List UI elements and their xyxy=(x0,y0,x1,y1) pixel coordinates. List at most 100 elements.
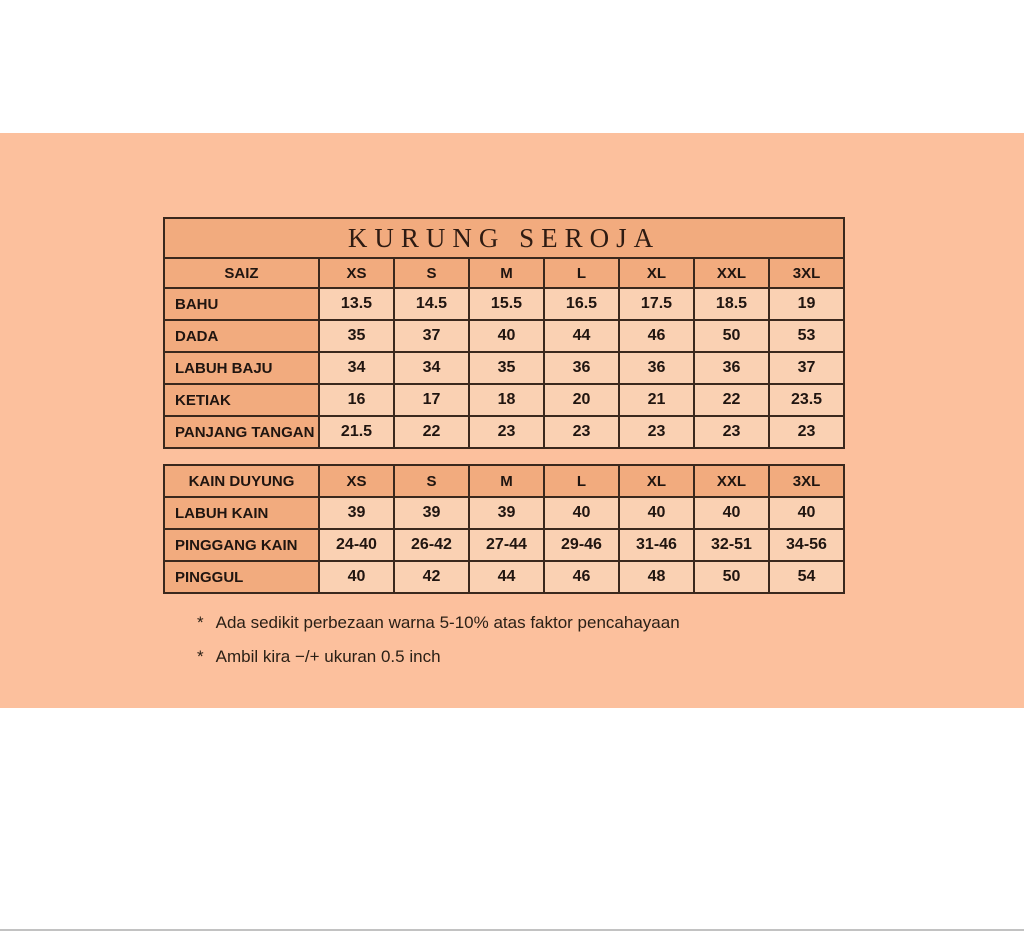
measurement-value: 16 xyxy=(318,383,395,417)
footnote-line: * Ambil kira −/+ ukuran 0.5 inch xyxy=(197,646,680,667)
size-column-header: 3XL xyxy=(767,257,846,289)
table-row: DADA 35 37 40 44 46 50 53 xyxy=(163,319,846,353)
measurement-value: 17 xyxy=(393,383,470,417)
size-column-header: XL xyxy=(618,464,695,498)
measurement-value: 16.5 xyxy=(543,287,620,321)
measurement-value: 42 xyxy=(393,560,470,594)
measurement-value: 36 xyxy=(543,351,620,385)
table-row: PANJANG TANGAN 21.5 22 23 23 23 23 23 xyxy=(163,415,846,449)
measurement-value: 53 xyxy=(767,319,846,353)
chart-title: KURUNG SEROJA xyxy=(162,217,846,259)
measurement-value: 39 xyxy=(318,496,395,530)
measurement-value: 17.5 xyxy=(618,287,695,321)
measurement-value: 31-46 xyxy=(618,528,695,562)
measurement-value: 34 xyxy=(393,351,470,385)
size-table-baju: KURUNG SEROJA SAIZ XS S M L XL XXL 3XL BAHU 13.5 14… xyxy=(162,217,846,449)
measurement-value: 40 xyxy=(543,496,620,530)
table-row: PINGGANG KAIN 24-40 26-42 27-44 29-46 31-46 32… xyxy=(163,528,845,562)
measurement-value: 15.5 xyxy=(468,287,545,321)
table-row: BAHU 13.5 14.5 15.5 16.5 17.5 18.5 19 xyxy=(163,287,846,321)
measurement-value: 44 xyxy=(543,319,620,353)
size-column-header: XL xyxy=(618,257,695,289)
row-header-label: SAIZ xyxy=(163,257,320,289)
table-row: PINGGUL 40 42 44 46 48 50 54 xyxy=(163,560,845,594)
measurement-label: PINGGANG KAIN xyxy=(163,528,320,562)
footnote-text: Ambil kira −/+ ukuran 0.5 inch xyxy=(215,647,441,666)
size-column-header: S xyxy=(393,257,470,289)
measurement-value: 36 xyxy=(693,351,770,385)
size-table-kain-duyung: KAIN DUYUNG XS S M L XL XXL 3XL LABUH KAIN 39 39 39… xyxy=(163,464,845,594)
measurement-value: 36 xyxy=(618,351,695,385)
size-column-header: S xyxy=(393,464,470,498)
measurement-value: 54 xyxy=(768,560,845,594)
size-column-header: XS xyxy=(318,257,395,289)
measurement-value: 35 xyxy=(318,319,395,353)
measurement-value: 37 xyxy=(393,319,470,353)
size-column-header: 3XL xyxy=(768,464,845,498)
measurement-value: 18.5 xyxy=(693,287,770,321)
measurement-value: 35 xyxy=(468,351,545,385)
asterisk-bullet: * xyxy=(197,647,204,666)
size-column-header: M xyxy=(468,257,545,289)
size-column-header: L xyxy=(543,257,620,289)
footnote-line: * Ada sedikit perbezaan warna 5-10% atas … xyxy=(197,612,680,633)
measurement-label: LABUH BAJU xyxy=(163,351,320,385)
size-column-header: XXL xyxy=(693,257,770,289)
bottom-divider xyxy=(0,929,1024,931)
measurement-value: 23.5 xyxy=(767,383,846,417)
measurement-value: 26-42 xyxy=(393,528,470,562)
measurement-value: 14.5 xyxy=(393,287,470,321)
footnote-text: Ada sedikit perbezaan warna 5-10% atas f… xyxy=(215,613,680,632)
measurement-value: 23 xyxy=(767,415,846,449)
measurement-value: 40 xyxy=(318,560,395,594)
measurement-value: 40 xyxy=(618,496,695,530)
measurement-value: 44 xyxy=(468,560,545,594)
size-column-header: M xyxy=(468,464,545,498)
measurement-value: 46 xyxy=(543,560,620,594)
measurement-value: 27-44 xyxy=(468,528,545,562)
measurement-value: 22 xyxy=(693,383,770,417)
measurement-value: 50 xyxy=(693,319,770,353)
measurement-value: 40 xyxy=(693,496,770,530)
measurement-value: 13.5 xyxy=(318,287,395,321)
header-row: SAIZ XS S M L XL XXL 3XL xyxy=(163,257,846,289)
measurement-value: 37 xyxy=(767,351,846,385)
measurement-value: 32-51 xyxy=(693,528,770,562)
footnotes: * Ada sedikit perbezaan warna 5-10% atas … xyxy=(197,612,680,680)
size-column-header: XS xyxy=(318,464,395,498)
measurement-value: 39 xyxy=(393,496,470,530)
measurement-value: 21 xyxy=(618,383,695,417)
measurement-value: 48 xyxy=(618,560,695,594)
measurement-value: 50 xyxy=(693,560,770,594)
measurement-value: 40 xyxy=(468,319,545,353)
measurement-label: PINGGUL xyxy=(163,560,320,594)
measurement-value: 23 xyxy=(468,415,545,449)
measurement-value: 23 xyxy=(543,415,620,449)
measurement-value: 18 xyxy=(468,383,545,417)
table-row: LABUH BAJU 34 34 35 36 36 36 37 xyxy=(163,351,846,385)
measurement-value: 19 xyxy=(767,287,846,321)
measurement-value: 34-56 xyxy=(768,528,845,562)
measurement-label: DADA xyxy=(163,319,320,353)
size-column-header: XXL xyxy=(693,464,770,498)
measurement-value: 29-46 xyxy=(543,528,620,562)
measurement-value: 40 xyxy=(768,496,845,530)
measurement-value: 20 xyxy=(543,383,620,417)
measurement-value: 34 xyxy=(318,351,395,385)
table-row: KETIAK 16 17 18 20 21 22 23.5 xyxy=(163,383,846,417)
measurement-value: 46 xyxy=(618,319,695,353)
measurement-value: 39 xyxy=(468,496,545,530)
measurement-label: BAHU xyxy=(163,287,320,321)
row-header-label: KAIN DUYUNG xyxy=(163,464,320,498)
measurement-value: 23 xyxy=(693,415,770,449)
measurement-value: 23 xyxy=(618,415,695,449)
measurement-value: 21.5 xyxy=(318,415,395,449)
measurement-label: PANJANG TANGAN xyxy=(163,415,320,449)
title-row: KURUNG SEROJA xyxy=(162,217,846,259)
asterisk-bullet: * xyxy=(197,613,204,632)
measurement-label: LABUH KAIN xyxy=(163,496,320,530)
table-row: LABUH KAIN 39 39 39 40 40 40 40 xyxy=(163,496,845,530)
measurement-label: KETIAK xyxy=(163,383,320,417)
header-row: KAIN DUYUNG XS S M L XL XXL 3XL xyxy=(163,464,845,498)
